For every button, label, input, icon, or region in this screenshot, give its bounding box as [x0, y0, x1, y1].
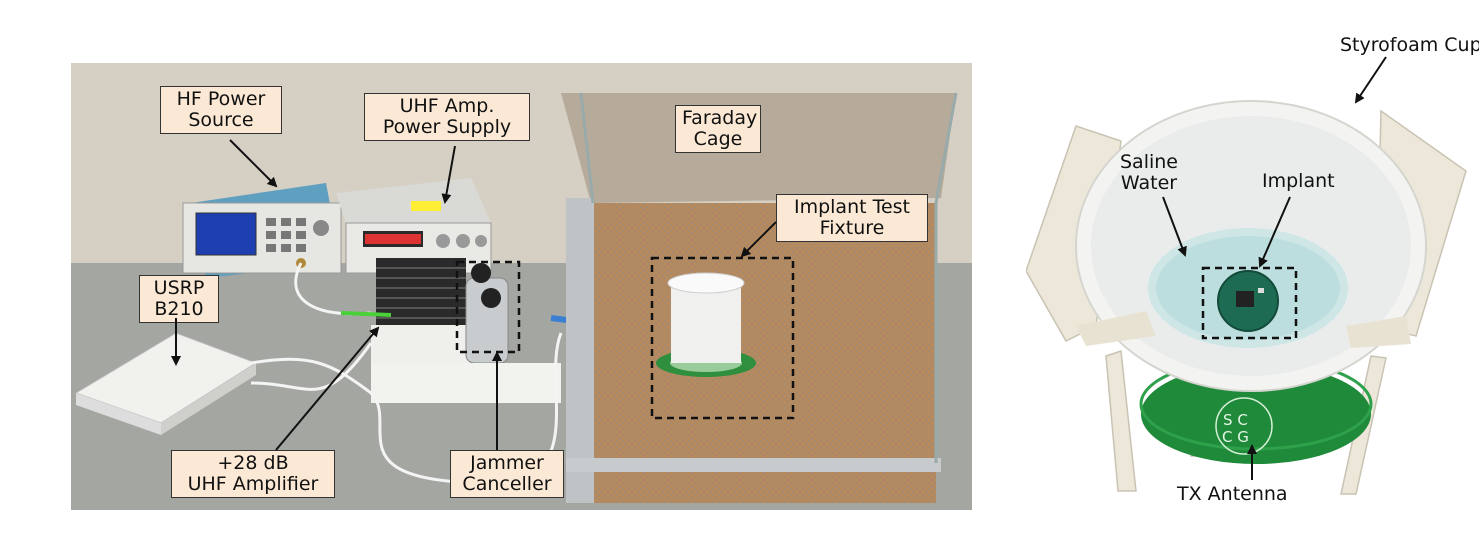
implant-fixture-photo	[1026, 96, 1476, 496]
styrofoam-cup-label: Styrofoam Cup	[1340, 34, 1479, 56]
faraday-cage-structure	[561, 92, 958, 503]
jammer-canceller-label: Jammer Canceller	[450, 450, 564, 498]
tx-antenna-label: TX Antenna	[1177, 483, 1288, 505]
uhf-amp-power-supply-label: UHF Amp. Power Supply	[364, 93, 530, 141]
uhf-amplifier-label: +28 dB UHF Amplifier	[171, 450, 335, 498]
antenna-marking-text: S C C G	[1222, 411, 1249, 446]
usrp-b210-label: USRP B210	[139, 275, 219, 323]
implant-fixture-drawing	[1026, 100, 1467, 495]
implant-fixture-object	[656, 272, 756, 377]
faraday-cage-label: Faraday Cage	[675, 105, 761, 153]
implant-label: Implant	[1262, 170, 1335, 192]
hf-power-source-device	[182, 183, 342, 278]
usrp-device	[74, 332, 258, 435]
implant-test-fixture-label: Implant Test Fixture	[776, 194, 928, 242]
tx-antenna-coil	[1141, 364, 1371, 464]
hf-power-source-label: HF Power Source	[160, 86, 282, 134]
saline-water-label: Saline Water	[1120, 151, 1178, 194]
